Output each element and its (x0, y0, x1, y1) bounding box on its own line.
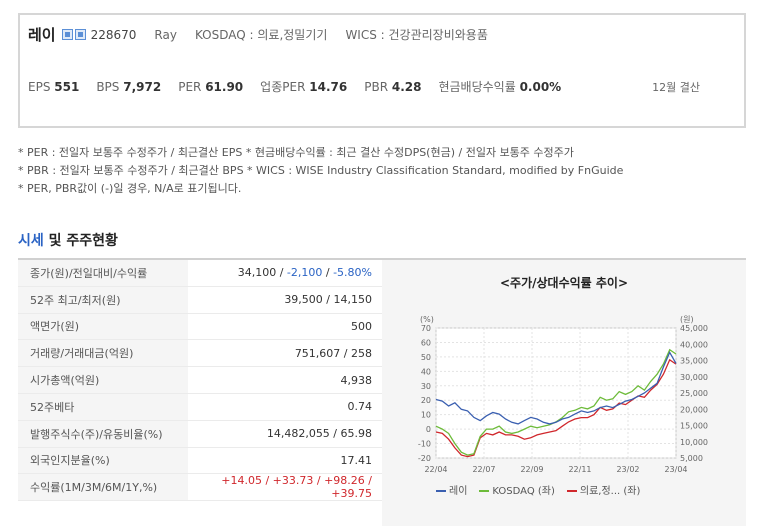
table-row: 거래량/거래대금(억원) 751,607 / 258 (18, 340, 382, 368)
company-title-row: 레이 228670 Ray KOSDAQ : 의료,정밀기기 WICS : 건강… (28, 24, 488, 45)
section-title: 시세 및 주주현황 (18, 233, 118, 249)
x-tick-label: 22/11 (568, 465, 591, 474)
stock-icon[interactable] (61, 29, 73, 40)
table-row: 시가총액(억원) 4,938 (18, 367, 382, 394)
row-value: 39,500 / 14,150 (284, 293, 372, 307)
chart-legend: 레이 KOSDAQ (좌) 의료,정... (좌) (436, 482, 640, 497)
left-tick-label: 10 (421, 411, 431, 420)
left-axis-unit: (%) (420, 315, 434, 324)
row-label: 액면가(원) (18, 313, 188, 340)
right-tick-label: 35,000 (680, 357, 708, 366)
left-tick-label: 60 (421, 338, 431, 347)
row-value: 34,100 / -2,100 / -5.80% (237, 266, 372, 280)
table-row: 52주베타 0.74 (18, 393, 382, 421)
metric-industry-per: 업종PER 14.76 (260, 80, 348, 94)
row-value: 500 (351, 319, 372, 333)
stock-code: 228670 (90, 27, 137, 42)
metric-pbr: PBR 4.28 (364, 79, 422, 94)
settlement-month: 12월 결산 (652, 80, 700, 94)
table-row: 수익률(1M/3M/6M/1Y,%) +14.05 / +33.73 / +98… (18, 474, 382, 502)
left-tick-label: -10 (418, 440, 431, 449)
valuation-metrics: EPS 551 BPS 7,972 PER 61.90 업종PER 14.76 … (28, 78, 700, 95)
left-tick-label: -20 (418, 454, 431, 463)
market-sector: KOSDAQ : 의료,정밀기기 (194, 28, 328, 42)
row-label: 52주 최고/최저(원) (18, 286, 188, 313)
wics-sector: WICS : 건강관리장비와용품 (345, 28, 488, 42)
right-tick-label: 10,000 (680, 438, 708, 447)
series-line-0 (435, 350, 677, 425)
row-label: 수익률(1M/3M/6M/1Y,%) (18, 474, 188, 501)
metric-eps: EPS 551 (28, 79, 80, 94)
right-tick-label: 5,000 (680, 454, 703, 463)
document-icon[interactable] (74, 29, 86, 40)
row-value: +14.05 / +33.73 / +98.26 / +39.75 (221, 474, 372, 501)
x-tick-label: 23/02 (616, 465, 639, 474)
table-row: 종가(원)/전일대비/수익률 34,100 / -2,100 / -5.80% (18, 260, 382, 287)
table-row: 발행주식수(주)/유동비율(%) 14,482,055 / 65.98 (18, 420, 382, 448)
table-row: 액면가(원) 500 (18, 313, 382, 341)
legend-item-sector[interactable]: 의료,정... (좌) (566, 482, 640, 497)
right-tick-label: 25,000 (680, 389, 708, 398)
x-tick-label: 22/09 (520, 465, 543, 474)
plot-area (435, 327, 677, 459)
row-value: 14,482,055 / 65.98 (266, 427, 372, 441)
x-tick-label: 23/04 (664, 465, 687, 474)
row-label: 종가(원)/전일대비/수익률 (18, 260, 188, 286)
row-value: 17.41 (340, 453, 373, 467)
x-tick-label: 22/04 (424, 465, 447, 474)
x-tick-label: 22/07 (472, 465, 495, 474)
legend-item-kosdaq[interactable]: KOSDAQ (좌) (479, 482, 555, 497)
right-tick-label: 40,000 (680, 340, 708, 349)
right-tick-label: 15,000 (680, 422, 708, 431)
note-line: * PER, PBR값이 (-)일 경우, N/A로 표기됩니다. (18, 182, 242, 195)
price-relative-return-chart: 70 60 50 40 30 20 10 0 -10 -20 45,000 40,000 35,000 3… (418, 315, 708, 474)
right-tick-label: 30,000 (680, 373, 708, 382)
left-tick-label: 20 (421, 396, 431, 405)
row-label: 52주베타 (18, 393, 188, 420)
company-name: 레이 (28, 26, 56, 44)
row-label: 외국인지분율(%) (18, 447, 188, 474)
price-chart-panel: <주가/상대수익률 추이> 70 60 50 40 30 20 10 0 -10 -20 45,00… (382, 258, 746, 526)
footnotes: * PER : 전일자 보통주 수정주가 / 최근결산 EPS * 현금배당수익… (18, 144, 623, 198)
left-tick-label: 50 (421, 353, 431, 362)
left-tick-label: 70 (421, 324, 431, 333)
market-data-table: 종가(원)/전일대비/수익률 34,100 / -2,100 / -5.80% … (18, 258, 382, 502)
left-tick-label: 0 (426, 425, 431, 434)
table-row: 외국인지분율(%) 17.41 (18, 447, 382, 475)
row-label: 거래량/거래대금(억원) (18, 340, 188, 367)
right-tick-label: 45,000 (680, 324, 708, 333)
company-summary-box (18, 13, 746, 128)
table-row: 52주 최고/최저(원) 39,500 / 14,150 (18, 286, 382, 314)
row-value: 0.74 (347, 400, 373, 414)
row-label: 발행주식수(주)/유동비율(%) (18, 420, 188, 447)
metric-bps: BPS 7,972 (96, 79, 162, 94)
row-value: 4,938 (340, 373, 373, 387)
metric-per: PER 61.90 (178, 79, 244, 94)
left-tick-label: 30 (421, 382, 431, 391)
row-label: 시가총액(억원) (18, 367, 188, 393)
note-line: * PER : 전일자 보통주 수정주가 / 최근결산 EPS * 현금배당수익… (18, 146, 574, 159)
left-tick-label: 40 (421, 367, 431, 376)
right-axis-unit: (원) (680, 315, 694, 324)
row-value: 751,607 / 258 (294, 346, 372, 360)
right-tick-label: 20,000 (680, 405, 708, 414)
metric-dividend-yield: 현금배당수익률 0.00% (438, 80, 562, 94)
english-name: Ray (154, 27, 177, 42)
chart-title: <주가/상대수익률 추이> (499, 276, 629, 290)
legend-item-ray[interactable]: 레이 (436, 482, 467, 497)
note-line: * PBR : 전일자 보통주 수정주가 / 최근결산 BPS * WICS :… (18, 164, 624, 177)
